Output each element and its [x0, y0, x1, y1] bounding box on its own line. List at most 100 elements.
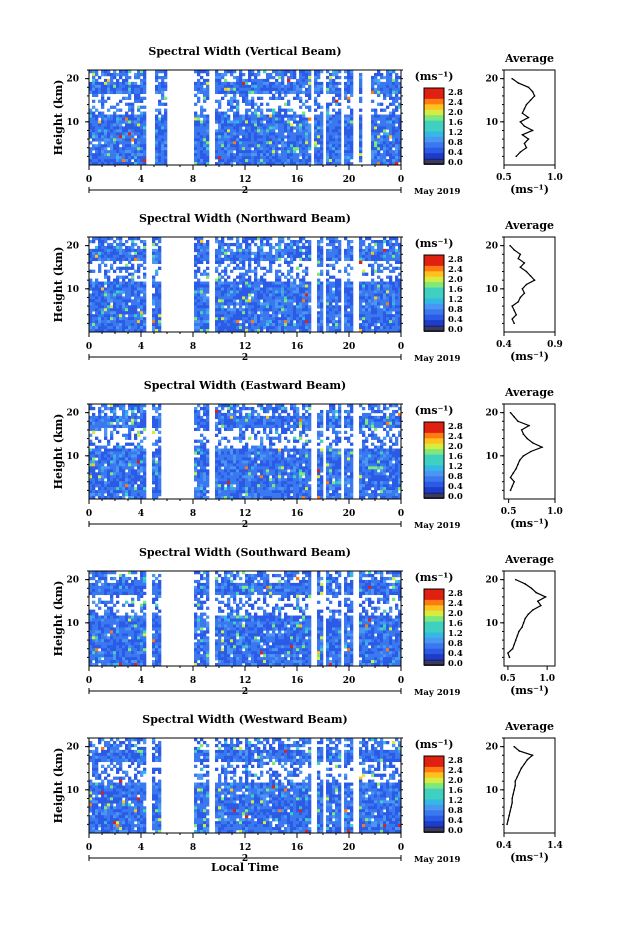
average-profile-point — [529, 99, 532, 102]
average-profile-point — [526, 437, 528, 440]
colorbar-swatch — [424, 610, 444, 617]
average-profile-point — [513, 322, 515, 325]
average-profile-point — [517, 82, 520, 84]
average-profile-point — [521, 626, 523, 628]
x-tick-label: 12 — [239, 175, 252, 185]
beam-panel-2: Spectral Width (Eastward Beam)2010Height… — [52, 379, 563, 531]
x-tick-label: 8 — [190, 843, 196, 853]
date-caption: May 2019 — [414, 354, 461, 364]
colorbar-swatch — [424, 265, 444, 272]
x-tick-label: 4 — [138, 509, 144, 519]
colorbar-swatch — [424, 115, 444, 121]
average-profile-point — [531, 442, 534, 444]
average-y-tick-label: 20 — [485, 75, 498, 85]
colorbar-swatch — [424, 821, 444, 827]
average-profile-point — [521, 133, 524, 136]
colorbar-swatch — [424, 449, 444, 455]
average-profile-point — [511, 318, 513, 320]
x-tick-label: 16 — [291, 342, 304, 352]
colorbar-swatch — [424, 276, 444, 283]
average-profile-point — [540, 604, 542, 607]
x-tick-label: 0 — [86, 175, 92, 185]
colorbar-swatch — [424, 443, 444, 450]
colorbar-tick-label: 1.2 — [448, 462, 463, 472]
x-tick-label: 8 — [190, 175, 196, 185]
x-tick-label: 4 — [138, 843, 144, 853]
colorbar-swatch — [424, 271, 444, 278]
colorbar-swatch — [424, 327, 444, 332]
colorbar-swatch — [424, 454, 444, 461]
panel-title: Spectral Width (Eastward Beam) — [144, 379, 346, 392]
y-axis-label: Height (km) — [52, 414, 65, 490]
average-x-label: (ms⁻¹) — [510, 684, 549, 697]
colorbar-tick-label: 0.8 — [448, 639, 463, 649]
colorbar-tick-label: 0.4 — [448, 649, 463, 659]
average-profile-point — [513, 309, 515, 312]
colorbar-tick-label: 2.0 — [448, 275, 463, 285]
average-profile-point — [515, 155, 518, 158]
beam-panel-1: Spectral Width (Northward Beam)2010Heigh… — [52, 212, 563, 364]
average-profile-point — [531, 90, 534, 93]
average-profile-point — [518, 459, 521, 461]
y-tick-label: 10 — [66, 285, 79, 295]
date-label: 2 — [242, 520, 248, 530]
average-title: Average — [504, 219, 554, 232]
x-tick-label: 12 — [239, 676, 252, 686]
average-y-tick-label: 20 — [485, 743, 498, 753]
average-x-tick-label: 1.0 — [547, 173, 563, 183]
average-y-tick-label: 10 — [485, 619, 498, 629]
colorbar-swatch — [424, 131, 444, 138]
colorbar-tick-label: 0.8 — [448, 305, 463, 315]
colorbar-swatch — [424, 255, 444, 261]
heatmap-cells — [89, 404, 402, 500]
average-profile-point — [508, 814, 510, 817]
colorbar-tick-label: 1.6 — [448, 452, 463, 462]
date-caption: May 2019 — [414, 855, 461, 865]
average-profile-point — [513, 745, 515, 748]
average-profile-point — [522, 622, 525, 624]
average-profile-point — [523, 763, 526, 765]
colorbar-tick-label: 2.4 — [448, 766, 463, 776]
average-profile-point — [509, 244, 511, 247]
colorbar-swatch — [424, 766, 444, 773]
average-profile-point — [525, 146, 528, 149]
average-profile-point — [526, 758, 529, 761]
average-profile-point — [515, 313, 518, 316]
average-title: Average — [504, 720, 554, 733]
x-tick-label: 20 — [343, 509, 356, 519]
colorbar-swatch — [424, 643, 444, 650]
x-tick-label: 0 — [86, 509, 92, 519]
average-profile-point — [511, 797, 513, 800]
colorbar-tick-label: 0.0 — [448, 826, 463, 836]
colorbar-swatch — [424, 599, 444, 606]
colorbar-tick-label: 0.0 — [448, 158, 463, 168]
date-caption: May 2019 — [414, 187, 461, 197]
average-profile-point — [541, 446, 543, 448]
average-profile-point — [506, 823, 508, 826]
colorbar-tick-label: 2.0 — [448, 108, 463, 118]
colorbar-tick-label: 1.6 — [448, 118, 463, 128]
colorbar-swatch — [424, 422, 444, 428]
heatmap-cells — [89, 571, 402, 667]
x-tick-label: 20 — [343, 843, 356, 853]
colorbar-swatch — [424, 303, 444, 310]
average-profile-line — [506, 746, 534, 825]
x-tick-label: 16 — [291, 509, 304, 519]
colorbar-tick-label: 0.0 — [448, 325, 463, 335]
average-y-tick-label: 10 — [485, 118, 498, 128]
colorbar-tick-label: 2.0 — [448, 609, 463, 619]
colorbar-swatch — [424, 136, 444, 143]
colorbar-tick-label: 2.4 — [448, 265, 463, 275]
colorbar-swatch — [424, 621, 444, 628]
average-profile-point — [528, 424, 530, 427]
average-profile-point — [514, 639, 517, 641]
average-profile-point — [520, 767, 523, 770]
average-profile-point — [530, 450, 532, 453]
date-label: 2 — [242, 687, 248, 697]
average-x-tick-label: 0.5 — [500, 674, 516, 684]
colorbar-swatch — [424, 438, 444, 445]
colorbar-swatch — [424, 605, 444, 612]
average-y-tick-label: 20 — [485, 576, 498, 586]
colorbar-swatch — [424, 309, 444, 316]
average-profile-point — [519, 266, 522, 269]
